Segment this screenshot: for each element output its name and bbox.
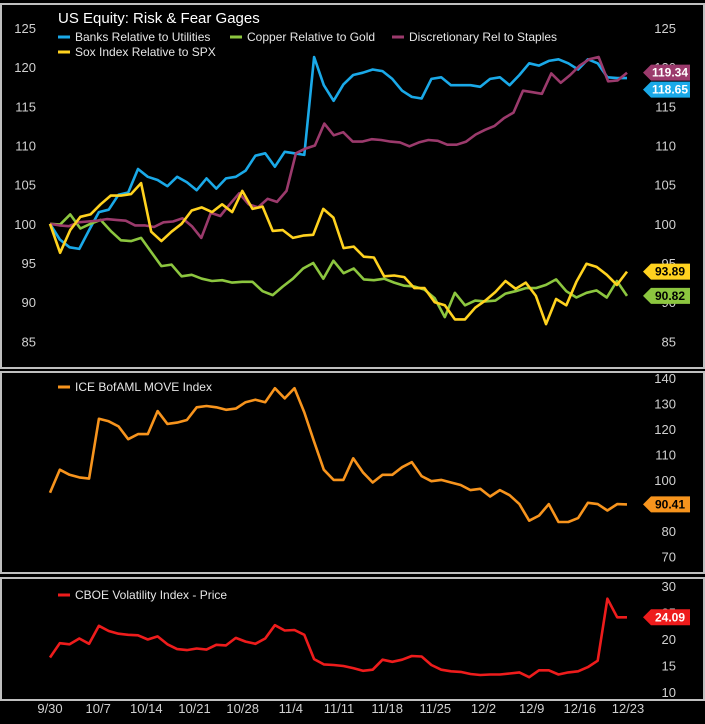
x-tick-label: 9/30: [37, 701, 62, 716]
x-tick-label: 12/16: [564, 701, 597, 716]
x-tick-label: 10/21: [178, 701, 211, 716]
last-value-badge: [643, 263, 690, 280]
series-line-discretionary-rel-to-staples: [49, 55, 628, 240]
y-right-tick-label: 140: [654, 371, 676, 386]
y-left-tick-label: 105: [14, 178, 36, 193]
last-value-label: 119.34: [652, 66, 688, 80]
x-tick-label: 12/2: [471, 701, 496, 716]
x-tick-label: 10/7: [86, 701, 111, 716]
panel-3-frame: [0, 577, 705, 701]
y-left-tick-label: 85: [22, 334, 36, 349]
chart-title: US Equity: Risk & Fear Gages: [58, 10, 260, 27]
last-value-badge: [643, 81, 690, 98]
y-right-tick-label: 120: [654, 422, 676, 437]
legend-entry: Discretionary Rel to Staples: [409, 30, 557, 44]
last-value-badge: [643, 287, 690, 304]
y-right-tick-label: 30: [662, 579, 676, 594]
x-tick-label: 12/23: [612, 701, 645, 716]
y-right-tick-label: 10: [662, 685, 676, 700]
y-right-tick-label: 110: [655, 139, 676, 154]
y-left-tick-label: 90: [22, 295, 36, 310]
last-value-label: 93.89: [655, 265, 685, 279]
y-left-tick-label: 110: [15, 139, 36, 154]
legend-entry: Copper Relative to Gold: [247, 30, 375, 44]
legend-entry: CBOE Volatility Index - Price: [75, 588, 227, 602]
x-tick-label: 11/18: [371, 701, 403, 716]
series-line-cboe-volatility-index-price: [48, 597, 627, 679]
y-right-tick-label: 110: [655, 447, 676, 462]
legend-entry: Banks Relative to Utilities: [75, 30, 210, 44]
y-right-tick-label: 85: [662, 334, 676, 349]
y-right-tick-label: 100: [654, 217, 676, 232]
legend-entry: ICE BofAML MOVE Index: [75, 380, 212, 394]
x-tick-label: 12/9: [519, 701, 544, 716]
last-value-badge: [643, 496, 690, 513]
last-value-label: 24.09: [655, 610, 685, 624]
y-left-tick-label: 125: [14, 21, 36, 36]
x-tick-label: 11/11: [324, 701, 355, 716]
last-value-label: 118.65: [652, 83, 688, 97]
series-line-banks-relative-to-utilities: [48, 55, 627, 251]
y-right-tick-label: 125: [654, 21, 676, 36]
y-right-tick-label: 115: [655, 99, 676, 114]
last-value-label: 90.41: [655, 497, 685, 511]
last-value-badge: [643, 609, 690, 626]
y-right-tick-label: 70: [662, 549, 676, 564]
legend-entry: Sox Index Relative to SPX: [75, 45, 216, 59]
y-right-tick-label: 105: [654, 178, 676, 193]
y-right-tick-label: 15: [662, 659, 676, 674]
y-left-tick-label: 115: [15, 99, 36, 114]
y-right-tick-label: 20: [662, 632, 676, 647]
x-tick-label: 11/25: [420, 701, 452, 716]
y-right-tick-label: 80: [662, 524, 676, 539]
y-right-tick-label: 100: [654, 473, 676, 488]
x-tick-label: 10/14: [130, 701, 163, 716]
panel-2-frame: [0, 371, 705, 574]
series-line-ice-bofaml-move-index: [48, 386, 628, 524]
panel-1-frame: [0, 3, 705, 369]
y-left-tick-label: 100: [14, 217, 36, 232]
last-value-label: 90.82: [655, 289, 685, 303]
y-left-tick-label: 95: [22, 256, 36, 271]
last-value-badge: [643, 64, 690, 81]
y-left-tick-label: 120: [14, 60, 36, 75]
x-tick-label: 10/28: [226, 701, 259, 716]
x-tick-label: 11/4: [279, 701, 303, 716]
y-right-tick-label: 130: [654, 396, 676, 411]
series-line-sox-index-relative-to-spx: [48, 181, 629, 326]
